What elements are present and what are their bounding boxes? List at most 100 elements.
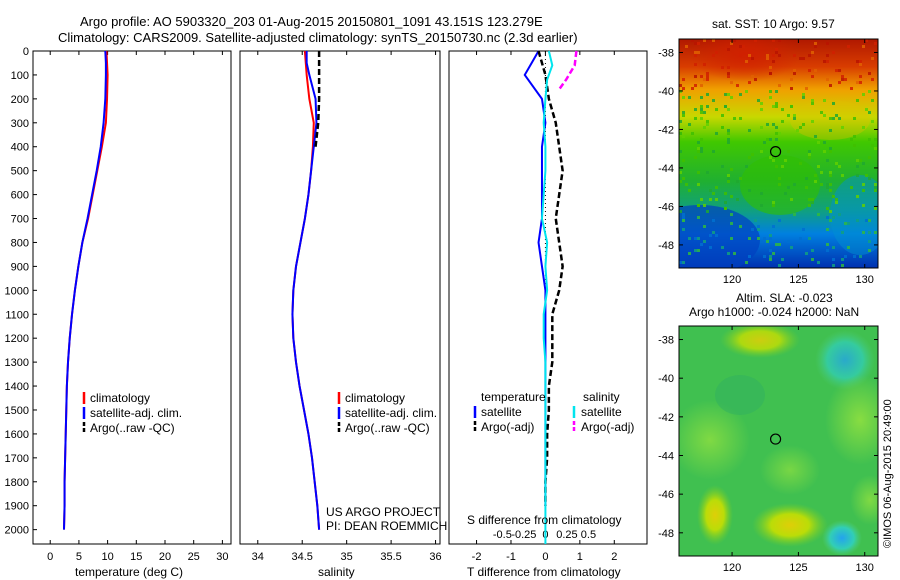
sst-pixel bbox=[841, 126, 844, 129]
sst-pixel bbox=[700, 198, 703, 201]
sst-pixel bbox=[862, 45, 865, 48]
sst-pixel bbox=[760, 108, 763, 111]
sst-pixel bbox=[793, 183, 796, 186]
sst-pixel bbox=[823, 99, 826, 102]
sst-pixel bbox=[856, 165, 859, 168]
sst-pixel bbox=[757, 225, 760, 228]
sst-pixel bbox=[865, 39, 868, 42]
argo-float-marker-sst bbox=[769, 145, 782, 158]
sst-pixel bbox=[781, 165, 784, 168]
sst-pixel bbox=[736, 84, 739, 87]
legend-label-satellite: satellite-adj. clim. bbox=[90, 406, 182, 420]
sst-pixel bbox=[715, 234, 718, 237]
depth-tick-label: 1100 bbox=[5, 309, 29, 321]
lat-tick-label: -38 bbox=[658, 47, 674, 59]
sst-pixel bbox=[799, 162, 802, 165]
sst-pixel bbox=[760, 102, 763, 105]
sst-pixel bbox=[769, 249, 772, 252]
sst-pixel bbox=[778, 39, 781, 42]
sst-pixel bbox=[682, 87, 685, 90]
sst-pixel bbox=[685, 45, 688, 48]
temperature-x-tick-label: 0 bbox=[47, 551, 53, 563]
series-salinity-argo bbox=[558, 50, 578, 91]
sst-pixel bbox=[709, 189, 712, 192]
sst-pixel bbox=[874, 189, 877, 192]
sst-pixel bbox=[856, 195, 859, 198]
sst-pixel bbox=[703, 78, 706, 81]
t-difference-x-tick-label: -1 bbox=[506, 551, 516, 563]
sst-pixel bbox=[679, 90, 682, 93]
sst-pixel bbox=[811, 198, 814, 201]
sst-pixel bbox=[823, 114, 826, 117]
sst-pixel bbox=[835, 114, 838, 117]
legend-label-t-satellite: satellite bbox=[481, 405, 522, 419]
sst-pixel bbox=[691, 132, 694, 135]
sst-pixel bbox=[802, 57, 805, 60]
salinity-x-tick-label: 34.5 bbox=[292, 551, 313, 563]
sst-pixel bbox=[808, 153, 811, 156]
sst-pixel bbox=[874, 138, 877, 141]
sst-pixel bbox=[739, 177, 742, 180]
sst-pixel bbox=[727, 129, 730, 132]
sst-pixel bbox=[694, 156, 697, 159]
sst-pixel bbox=[814, 45, 817, 48]
sst-pixel bbox=[682, 177, 685, 180]
sst-pixel bbox=[727, 48, 730, 51]
sst-pixel bbox=[748, 156, 751, 159]
sst-pixel bbox=[697, 141, 700, 144]
lat-tick-label: -42 bbox=[658, 412, 674, 424]
imos-timestamp: ©IMOS 06-Aug-2015 20:49:00 bbox=[882, 399, 894, 548]
sst-pixel bbox=[862, 126, 865, 129]
sst-pixel bbox=[730, 96, 733, 99]
salinity-panel: 34 34.5 35 35.5 36 salinity climatology sate… bbox=[239, 50, 447, 579]
sst-pixel bbox=[820, 183, 823, 186]
sst-pixel bbox=[721, 66, 724, 69]
sst-pixel bbox=[694, 249, 697, 252]
sst-pixel bbox=[682, 219, 685, 222]
temperature-x-tick-label: 25 bbox=[188, 551, 200, 563]
sst-pixel bbox=[829, 129, 832, 132]
sst-pixel bbox=[763, 255, 766, 258]
sst-pixel bbox=[751, 75, 754, 78]
sst-pixel bbox=[769, 255, 772, 258]
sst-pixel bbox=[811, 75, 814, 78]
sst-pixel bbox=[730, 222, 733, 225]
sst-pixel bbox=[727, 141, 730, 144]
sst-pixel bbox=[802, 228, 805, 231]
sst-pixel bbox=[727, 93, 730, 96]
salinity-profiles bbox=[291, 50, 321, 530]
sst-pixel bbox=[820, 111, 823, 114]
sst-pixel bbox=[715, 132, 718, 135]
sst-pixel bbox=[682, 216, 685, 219]
sst-pixel bbox=[835, 69, 838, 72]
sst-pixel bbox=[709, 198, 712, 201]
sst-pixel bbox=[772, 123, 775, 126]
sst-pixel bbox=[778, 84, 781, 87]
sst-pixel bbox=[709, 246, 712, 249]
sst-pixel bbox=[826, 243, 829, 246]
salinity-x-tick-label: 35.5 bbox=[380, 551, 401, 563]
sst-pixel bbox=[688, 252, 691, 255]
sst-pixel bbox=[775, 126, 778, 129]
sst-pixel bbox=[778, 243, 781, 246]
sst-pixel bbox=[769, 237, 772, 240]
sst-pixel bbox=[835, 198, 838, 201]
temperature-x-tick-label: 20 bbox=[159, 551, 171, 563]
sst-pixel bbox=[733, 117, 736, 120]
sst-map-axes: -38 -40 -42 -44 -46 -48 120 125 130 bbox=[658, 39, 878, 286]
legend-salinity-header: salinity bbox=[583, 390, 620, 404]
sst-pixel bbox=[730, 195, 733, 198]
sst-pixel bbox=[778, 177, 781, 180]
sst-pixel bbox=[706, 210, 709, 213]
sst-pixel bbox=[694, 54, 697, 57]
sst-pixel bbox=[874, 183, 877, 186]
sst-pixel bbox=[811, 120, 814, 123]
sst-pixel bbox=[871, 144, 874, 147]
sst-pixel bbox=[814, 42, 817, 45]
salinity-plot-frame bbox=[239, 50, 441, 545]
sst-pixel bbox=[682, 135, 685, 138]
depth-tick-label: 1900 bbox=[5, 501, 29, 513]
sst-pixel bbox=[769, 234, 772, 237]
sst-pixel bbox=[799, 57, 802, 60]
